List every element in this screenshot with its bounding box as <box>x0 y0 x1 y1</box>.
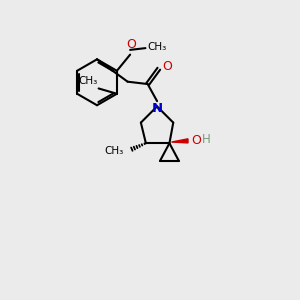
Text: N: N <box>152 102 163 115</box>
Text: O: O <box>162 60 172 73</box>
Polygon shape <box>172 139 188 143</box>
Text: O: O <box>126 38 136 51</box>
Text: CH₃: CH₃ <box>78 76 97 86</box>
Text: H: H <box>202 133 211 146</box>
Text: CH₃: CH₃ <box>147 42 166 52</box>
Text: CH₃: CH₃ <box>105 146 124 156</box>
Text: O: O <box>191 134 201 147</box>
